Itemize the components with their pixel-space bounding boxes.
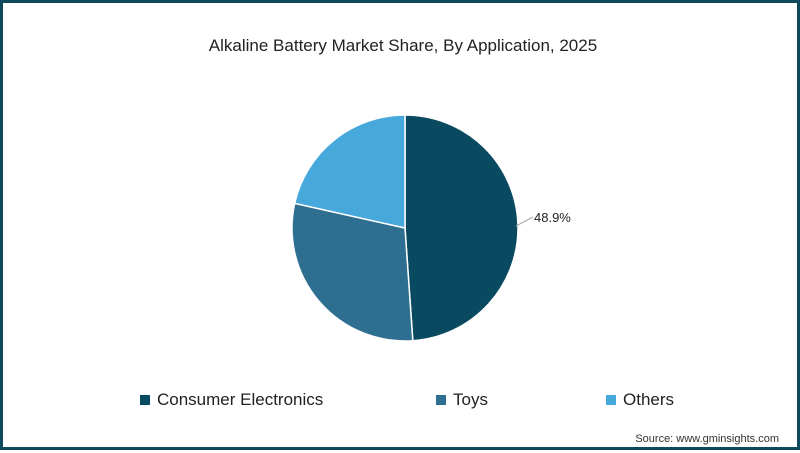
legend-label: Others — [623, 390, 675, 409]
chart-title: Alkaline Battery Market Share, By Applic… — [208, 36, 598, 55]
legend-item-consumer-electronics[interactable]: Consumer Electronics — [140, 390, 323, 410]
legend-label: Toys — [453, 390, 488, 409]
legend-swatch-icon — [140, 395, 150, 405]
pie-chart: 48.9% — [291, 114, 571, 342]
pie-slice-toys[interactable] — [291, 202, 414, 342]
legend-swatch-icon — [436, 395, 446, 405]
pie-slice-others[interactable] — [293, 114, 406, 229]
pie-slice-consumer-electronics[interactable] — [404, 114, 519, 342]
pie-slices — [291, 114, 519, 342]
legend-item-others[interactable]: Others — [606, 390, 674, 410]
legend-label: Consumer Electronics — [157, 390, 324, 409]
legend: Consumer Electronics Toys Others — [3, 390, 800, 414]
leader-line — [515, 216, 534, 227]
data-label-consumer-electronics: 48.9% — [534, 210, 571, 225]
legend-item-toys[interactable]: Toys — [436, 390, 488, 410]
source-note: Source: www.gminsights.com — [635, 433, 779, 445]
legend-swatch-icon — [606, 395, 616, 405]
